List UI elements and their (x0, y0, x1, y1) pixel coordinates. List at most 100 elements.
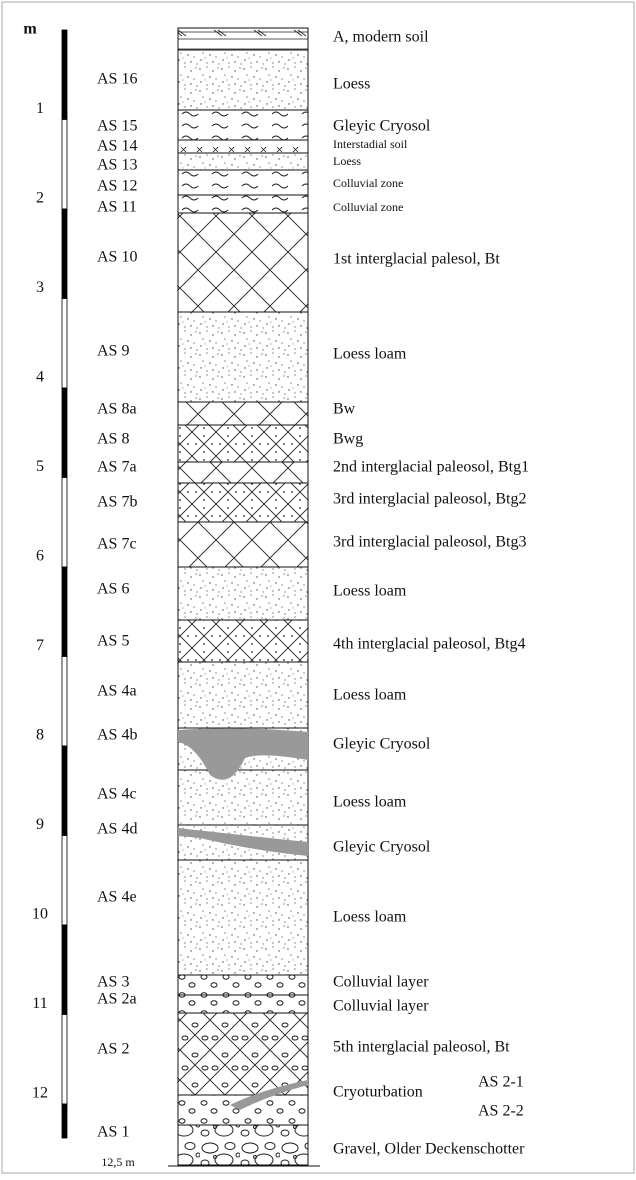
layer-code: AS 12 (97, 178, 137, 195)
layer-description: Gleyic Cryosol (333, 118, 431, 135)
layer (177, 769, 309, 826)
layer-code: AS 7b (97, 494, 137, 511)
layer-code: AS 11 (97, 199, 137, 216)
layer (177, 401, 309, 426)
layer-description: 1st interglacial palesol, Bt (333, 251, 500, 268)
layer-code: AS 16 (97, 71, 137, 88)
layer-code: AS 9 (97, 343, 129, 360)
layer-description: Loess loam (333, 583, 407, 600)
layer-description: Loess (333, 154, 361, 168)
layer (177, 109, 309, 141)
layer-code: AS 4c (97, 786, 137, 803)
layer-description: Gleyic Cryosol (333, 839, 431, 856)
scale-segment (61, 298, 68, 389)
layer (177, 482, 309, 523)
layer-description: Interstadial soil (333, 137, 408, 151)
layer-description: Cryoturbation (333, 1084, 423, 1101)
layer-code: AS 13 (97, 157, 137, 174)
layer-code: AS 2 (97, 1041, 129, 1058)
layer (177, 974, 309, 996)
layer (177, 194, 309, 214)
layer-code: AS 10 (97, 249, 137, 266)
scale-segment (61, 835, 68, 926)
scale-segment (61, 1103, 68, 1139)
layer-description: Bw (333, 401, 356, 418)
sublayer-code: AS 2-1 (478, 1074, 524, 1091)
layer (177, 1012, 309, 1096)
layer-code: AS 4a (97, 683, 137, 700)
layer-description: Bwg (333, 431, 363, 448)
scale-segment (61, 924, 68, 1015)
layer-description: 5th interglacial paleosol, Bt (333, 1039, 510, 1056)
layer-code: AS 4b (97, 727, 137, 744)
scale-segment (61, 745, 68, 836)
layer-code: AS 14 (97, 138, 137, 155)
layer (177, 859, 309, 976)
scale-unit: m (23, 21, 37, 38)
layer-code: AS 1 (97, 1124, 129, 1141)
scale-tick-label: 11 (32, 995, 47, 1012)
scale-tick-label: 9 (36, 816, 44, 833)
layer-description: Loess loam (333, 346, 407, 363)
layer-code: AS 7a (97, 459, 137, 476)
layer-description: Colluvial zone (333, 176, 403, 190)
layer (177, 311, 309, 403)
layer-description: Loess (333, 76, 370, 93)
gley-band (178, 828, 308, 856)
sublayer-code: AS 2-2 (478, 1103, 524, 1120)
scale-tick-label: 5 (36, 458, 44, 475)
scale-segment (61, 119, 68, 210)
scale-tick-label: 4 (36, 369, 44, 386)
layer (177, 152, 309, 171)
scale-segment (61, 656, 68, 747)
layer-code: AS 3 (97, 974, 129, 991)
layer-code: AS 4d (97, 821, 137, 838)
scale-tick-label: 2 (36, 190, 44, 207)
layer-description: 4th interglacial paleosol, Btg4 (333, 636, 526, 653)
layer (177, 619, 309, 663)
scale-segment (61, 477, 68, 568)
layer-code: AS 4e (97, 889, 137, 906)
scale-tick-label: 1 (36, 100, 44, 117)
layer-description: Loess loam (333, 794, 407, 811)
layer (177, 461, 309, 484)
layer-description: Gleyic Cryosol (333, 736, 431, 753)
scale-segment (61, 1014, 68, 1105)
layer-description: Loess loam (333, 909, 407, 926)
layer-code: AS 5 (97, 633, 129, 650)
layer (177, 994, 309, 1014)
layer-code: AS 8a (97, 401, 137, 418)
layer-description: Gravel, Older Deckenschotter (333, 1141, 525, 1158)
scale-tick-label: 3 (36, 279, 44, 296)
layer (177, 139, 309, 154)
layer-code: AS 15 (97, 118, 137, 135)
layer (177, 566, 309, 621)
layer (177, 169, 309, 196)
scale-segment (61, 29, 68, 120)
layer-description: Colluvial layer (333, 998, 429, 1015)
layer-description: Loess loam (333, 687, 407, 704)
layer-code: AS 7c (97, 536, 137, 553)
layer-description: Colluvial zone (333, 200, 403, 214)
layer-description: 3rd interglacial paleosol, Btg3 (333, 534, 526, 551)
layer-description: 3rd interglacial paleosol, Btg2 (333, 491, 526, 508)
layer (177, 27, 309, 51)
layer (177, 49, 309, 111)
cryoturbation (230, 1080, 308, 1110)
layer-code: AS 6 (97, 581, 129, 598)
layer-description: 2nd interglacial paleosol, Btg1 (333, 459, 529, 476)
scale-tick-label: 10 (32, 906, 48, 923)
scale-tick-label: 12 (32, 1085, 48, 1102)
layer (177, 424, 309, 463)
layer-description: A, modern soil (333, 29, 429, 46)
layer-code: AS 8 (97, 431, 129, 448)
layer (177, 1124, 309, 1166)
scale-tick-label: 8 (36, 727, 44, 744)
scale-bottom: 12,5 m (101, 1155, 135, 1169)
layer-code: AS 2a (97, 991, 137, 1008)
layer (177, 661, 309, 729)
layer-description: Colluvial layer (333, 974, 429, 991)
scale-tick-label: 6 (36, 548, 44, 565)
